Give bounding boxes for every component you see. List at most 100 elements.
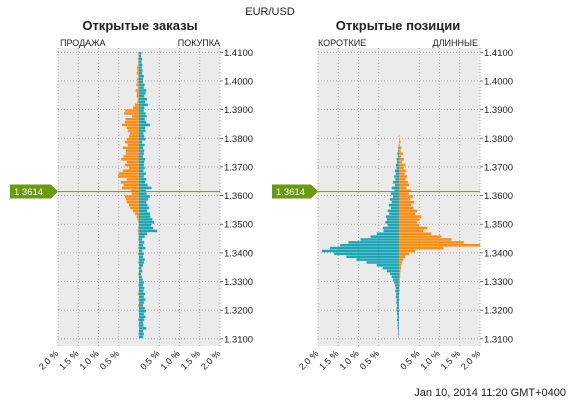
bar-buy (139, 86, 144, 89)
bar-long (399, 278, 400, 281)
bar-buy (139, 286, 145, 290)
bar-buy (139, 132, 144, 135)
orders-title: Открытые заказы (82, 18, 197, 33)
y-tick-label: 1.3800 (224, 134, 253, 145)
bar-sell (138, 304, 139, 307)
bar-short (395, 286, 399, 290)
bar-short (395, 178, 399, 181)
bar-short (382, 266, 399, 270)
bar-short (376, 264, 399, 267)
x-tick-label: 2.0 % (297, 348, 320, 371)
bar-buy (139, 209, 148, 213)
bar-sell (138, 232, 139, 236)
bar-buy (139, 284, 144, 287)
y-tick-label: 1.3500 (484, 220, 513, 231)
bar-long (399, 255, 406, 258)
bar-buy (139, 129, 146, 132)
bar-buy (139, 272, 142, 276)
bar-long (399, 223, 420, 227)
bar-long (399, 143, 400, 147)
bar-buy (139, 301, 144, 304)
bar-short (388, 203, 399, 207)
bar-sell (138, 52, 139, 55)
bar-long (399, 163, 406, 167)
x-tick-label: 1.5 % (317, 348, 340, 371)
y-tick-label: 1.3800 (484, 134, 513, 145)
bar-buy (139, 304, 144, 307)
bar-buy (139, 238, 143, 241)
bar-short (385, 221, 399, 224)
bar-long (399, 281, 400, 284)
bar-short (396, 304, 399, 307)
bar-buy (139, 195, 150, 198)
bar-short (397, 321, 399, 324)
open-positions-panel: Открытые позиции КОРОТКИЕ ДЛИННЫЕ 1.4100… (297, 18, 513, 372)
bar-buy (139, 235, 145, 238)
bar-sell (138, 238, 139, 241)
y-tick-label: 1.3300 (484, 277, 513, 288)
y-tick-label: 1.3700 (224, 162, 253, 173)
bar-buy (139, 275, 142, 279)
bar-sell (128, 135, 139, 138)
bar-long (399, 149, 401, 152)
x-tick-label: 1.0 % (77, 348, 100, 371)
bar-sell (138, 246, 139, 250)
bar-sell (127, 143, 139, 147)
bar-short (390, 198, 399, 201)
bar-buy (139, 203, 148, 207)
bar-short (398, 329, 399, 333)
bar-sell (124, 112, 139, 115)
bar-long (399, 158, 404, 161)
bar-buy (139, 112, 146, 115)
bar-sell (125, 117, 139, 121)
bar-long (399, 209, 418, 213)
y-tick-label: 1.4100 (224, 48, 253, 59)
bar-sell (126, 178, 139, 181)
current-price-tag (10, 184, 58, 199)
bar-short (390, 206, 399, 210)
bar-buy (139, 186, 152, 190)
bar-long (399, 264, 402, 267)
bar-long (399, 226, 428, 230)
bar-long (399, 175, 408, 178)
bar-short (395, 172, 399, 175)
bar-sell (127, 129, 139, 132)
y-tick-label: 1.3300 (224, 277, 253, 288)
bar-short (398, 149, 399, 152)
bar-short (322, 249, 399, 253)
bar-long (399, 266, 402, 270)
x-tick-label: 0.5 % (358, 348, 381, 371)
current-price-label: 1.3614 (276, 187, 305, 198)
bar-short (396, 298, 399, 301)
bar-sell (137, 229, 139, 233)
bar-short (382, 226, 399, 230)
bar-sell (117, 175, 139, 178)
bar-long (399, 189, 412, 193)
bar-buy (139, 218, 153, 221)
bar-long (399, 212, 416, 215)
bar-buy (139, 266, 142, 270)
bar-buy (139, 269, 143, 273)
bar-long (399, 252, 410, 256)
bar-sell (125, 109, 139, 112)
bar-sell (124, 163, 139, 167)
bar-buy (139, 212, 150, 215)
bar-sell (131, 192, 139, 195)
bar-short (398, 332, 399, 336)
bar-long (399, 178, 406, 181)
bar-short (356, 258, 399, 261)
bar-buy (139, 166, 145, 170)
bar-buy (139, 278, 143, 281)
bar-sell (126, 137, 139, 141)
bar-sell (126, 149, 139, 152)
bar-buy (139, 258, 145, 261)
symbol-title: EUR/USD (245, 6, 295, 18)
bar-sell (126, 160, 139, 164)
y-tick-label: 1.3600 (224, 191, 253, 202)
bar-long (399, 152, 404, 155)
bar-sell (137, 69, 139, 72)
x-tick-label: 0.5 % (98, 348, 121, 371)
y-tick-label: 1.4100 (484, 48, 513, 59)
bar-long (399, 186, 407, 190)
bar-long (399, 198, 411, 201)
